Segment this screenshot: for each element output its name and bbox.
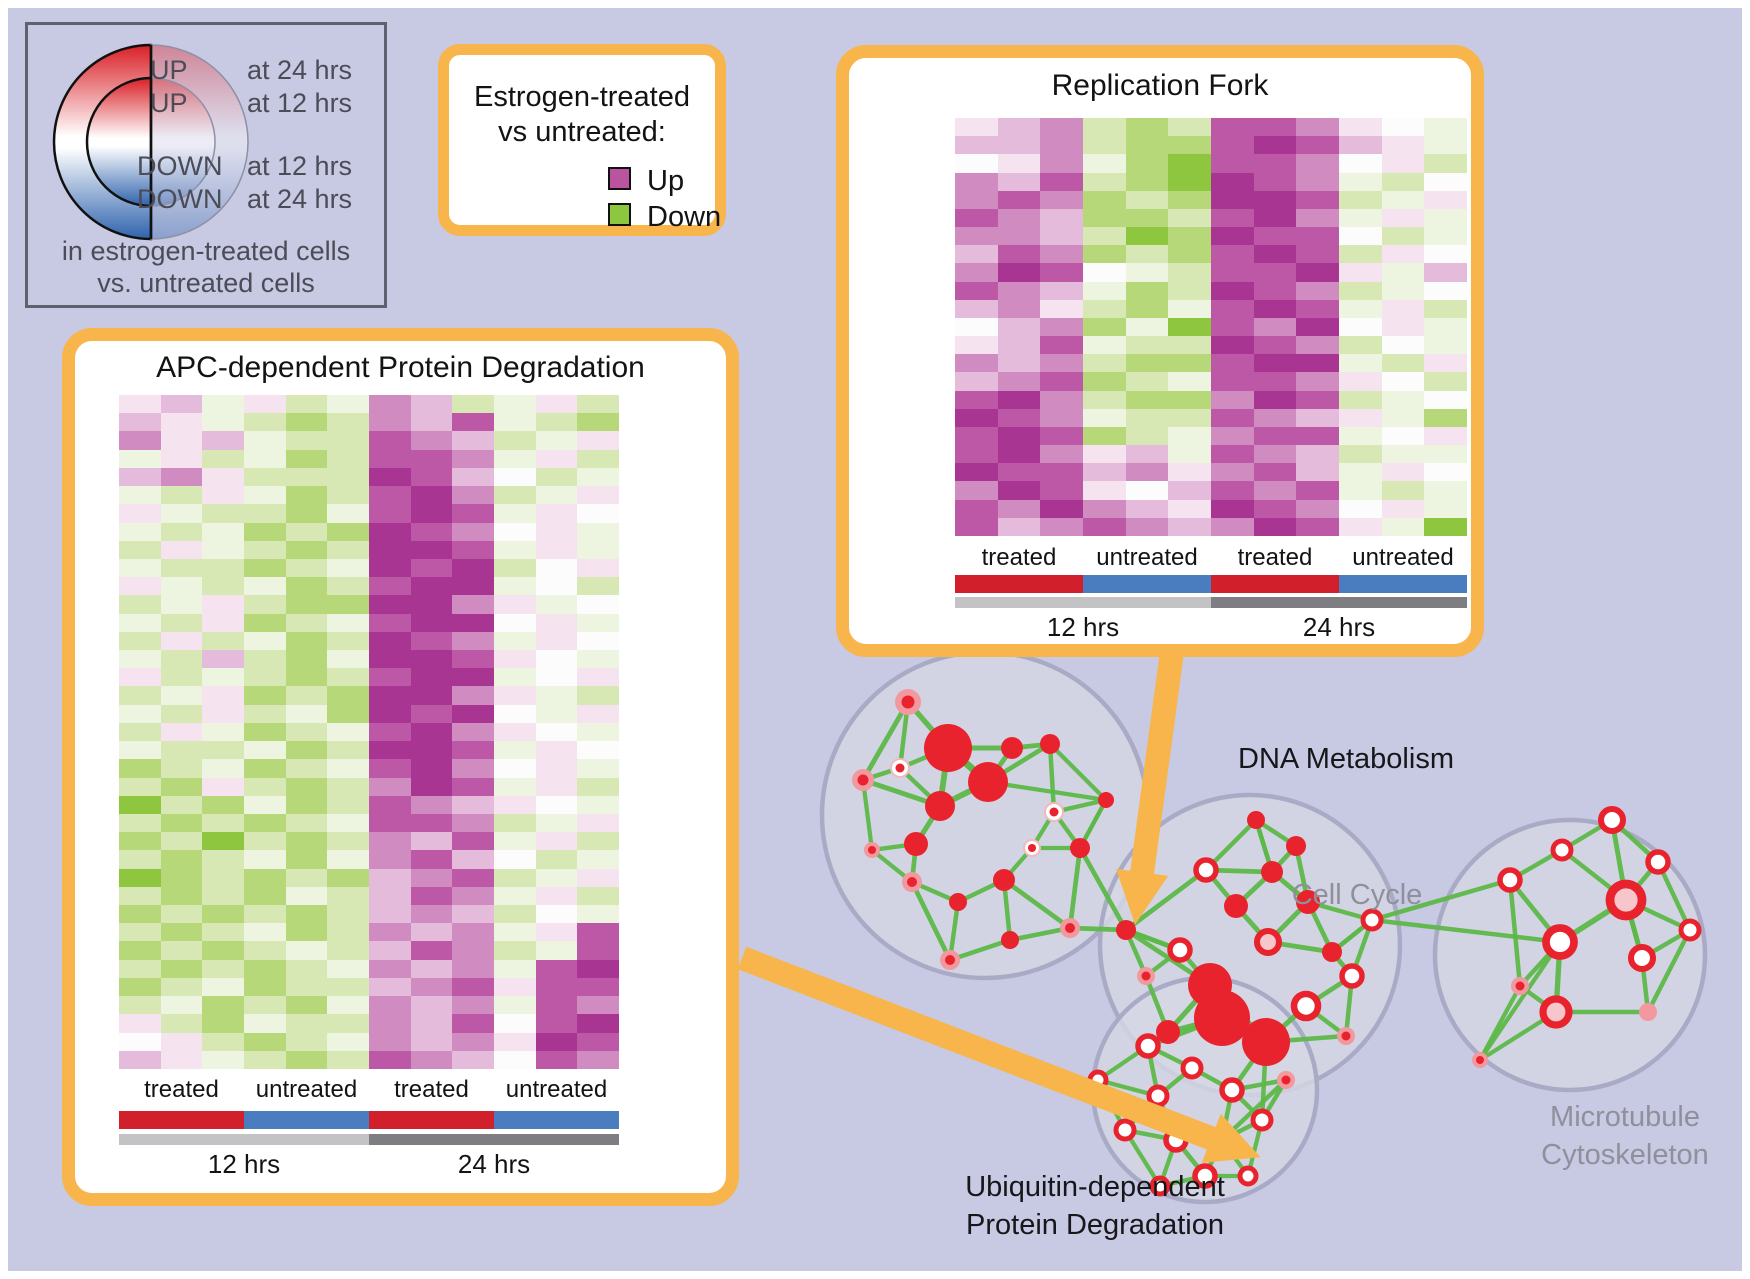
microtubule-label-line1: Microtubule bbox=[1550, 1101, 1700, 1133]
rf-condition-labels: treated untreated treated untreated bbox=[955, 546, 1467, 570]
dna-metabolism-label: DNA Metabolism bbox=[1238, 743, 1454, 775]
legend-down-24-dir: DOWN bbox=[137, 184, 223, 214]
legend-caption-line2: vs. untreated cells bbox=[97, 268, 315, 298]
rf-cond-label: treated bbox=[1237, 544, 1313, 571]
legend-down-12-time: at 12 hrs bbox=[247, 151, 353, 181]
apc-12h-bar bbox=[119, 1134, 369, 1145]
ubiquitin-degradation-label: Ubiquitin-dependent Protein Degradation bbox=[945, 1168, 1245, 1244]
replication-fork-title: Replication Fork bbox=[1051, 69, 1269, 102]
apc-treated-bar bbox=[119, 1111, 244, 1129]
apc-condition-labels: treated untreated treated untreated bbox=[119, 1078, 619, 1102]
rf-treated-bar bbox=[955, 575, 1083, 593]
apc-24h-label: 24 hrs bbox=[457, 1149, 531, 1179]
replication-fork-panel: Replication Fork treated untreated treat… bbox=[836, 45, 1484, 657]
down-color-swatch bbox=[608, 203, 631, 226]
rf-time-labels: 12 hrs 24 hrs bbox=[955, 614, 1467, 640]
updown-legend-title-line1: Estrogen-treated bbox=[473, 81, 690, 113]
apc-condition-bars bbox=[119, 1111, 619, 1129]
concentric-rings-icon bbox=[52, 43, 249, 241]
rf-cond-label: untreated bbox=[1352, 544, 1454, 571]
ubiquitin-label-line2: Protein Degradation bbox=[966, 1209, 1224, 1241]
rf-12h-bar bbox=[955, 597, 1211, 608]
apc-cond-label: untreated bbox=[505, 1076, 608, 1103]
up-color-swatch bbox=[608, 167, 631, 190]
updown-legend-title-line2: vs untreated: bbox=[498, 116, 666, 148]
apc-treated-bar bbox=[369, 1111, 494, 1129]
apc-cond-label: treated bbox=[144, 1076, 219, 1103]
legend-up-12-dir: UP bbox=[150, 88, 188, 118]
replication-fork-heatmap bbox=[955, 118, 1467, 536]
apc-panel: APC-dependent Protein Degradation treate… bbox=[62, 328, 739, 1206]
apc-heatmap bbox=[119, 395, 619, 1069]
apc-untreated-bar bbox=[244, 1111, 369, 1129]
apc-untreated-bar bbox=[494, 1111, 619, 1129]
rf-condition-bars bbox=[955, 575, 1467, 593]
regulation-legend-box: UP at 24 hrs UP at 12 hrs DOWN at 12 hrs… bbox=[25, 22, 387, 308]
ubiquitin-label-line1: Ubiquitin-dependent bbox=[965, 1171, 1225, 1203]
rf-untreated-bar bbox=[1339, 575, 1467, 593]
rf-untreated-bar bbox=[1083, 575, 1211, 593]
rf-cond-label: treated bbox=[981, 544, 1057, 571]
rf-24h-label: 24 hrs bbox=[1302, 612, 1376, 642]
legend-caption-line1: in estrogen-treated cells bbox=[61, 236, 351, 266]
down-label: Down bbox=[647, 201, 722, 233]
rf-treated-bar bbox=[1211, 575, 1339, 593]
apc-time-bars bbox=[119, 1134, 619, 1145]
apc-24h-bar bbox=[369, 1134, 619, 1145]
legend-up-24-dir: UP bbox=[150, 55, 188, 85]
legend-up-24-time: at 24 hrs bbox=[247, 55, 353, 85]
rf-cond-label: untreated bbox=[1096, 544, 1198, 571]
apc-title: APC-dependent Protein Degradation bbox=[156, 351, 645, 384]
legend-down-12-dir: DOWN bbox=[137, 151, 223, 181]
microtubule-label-line2: Cytoskeleton bbox=[1541, 1139, 1709, 1171]
cell-cycle-label: Cell Cycle bbox=[1291, 879, 1423, 911]
apc-time-labels: 12 hrs 24 hrs bbox=[119, 1151, 619, 1177]
rf-time-bars bbox=[955, 597, 1467, 608]
legend-up-12-time: at 12 hrs bbox=[247, 88, 353, 118]
updown-legend-box: Estrogen-treated vs untreated: Up Down bbox=[438, 44, 726, 236]
legend-down-24-time: at 24 hrs bbox=[247, 184, 353, 214]
microtubule-cytoskeleton-label: Microtubule Cytoskeleton bbox=[1495, 1098, 1750, 1174]
apc-12h-label: 12 hrs bbox=[207, 1149, 281, 1179]
apc-cond-label: untreated bbox=[255, 1076, 358, 1103]
up-label: Up bbox=[647, 165, 685, 197]
rf-24h-bar bbox=[1211, 597, 1467, 608]
apc-cond-label: treated bbox=[394, 1076, 469, 1103]
rf-12h-label: 12 hrs bbox=[1046, 612, 1120, 642]
